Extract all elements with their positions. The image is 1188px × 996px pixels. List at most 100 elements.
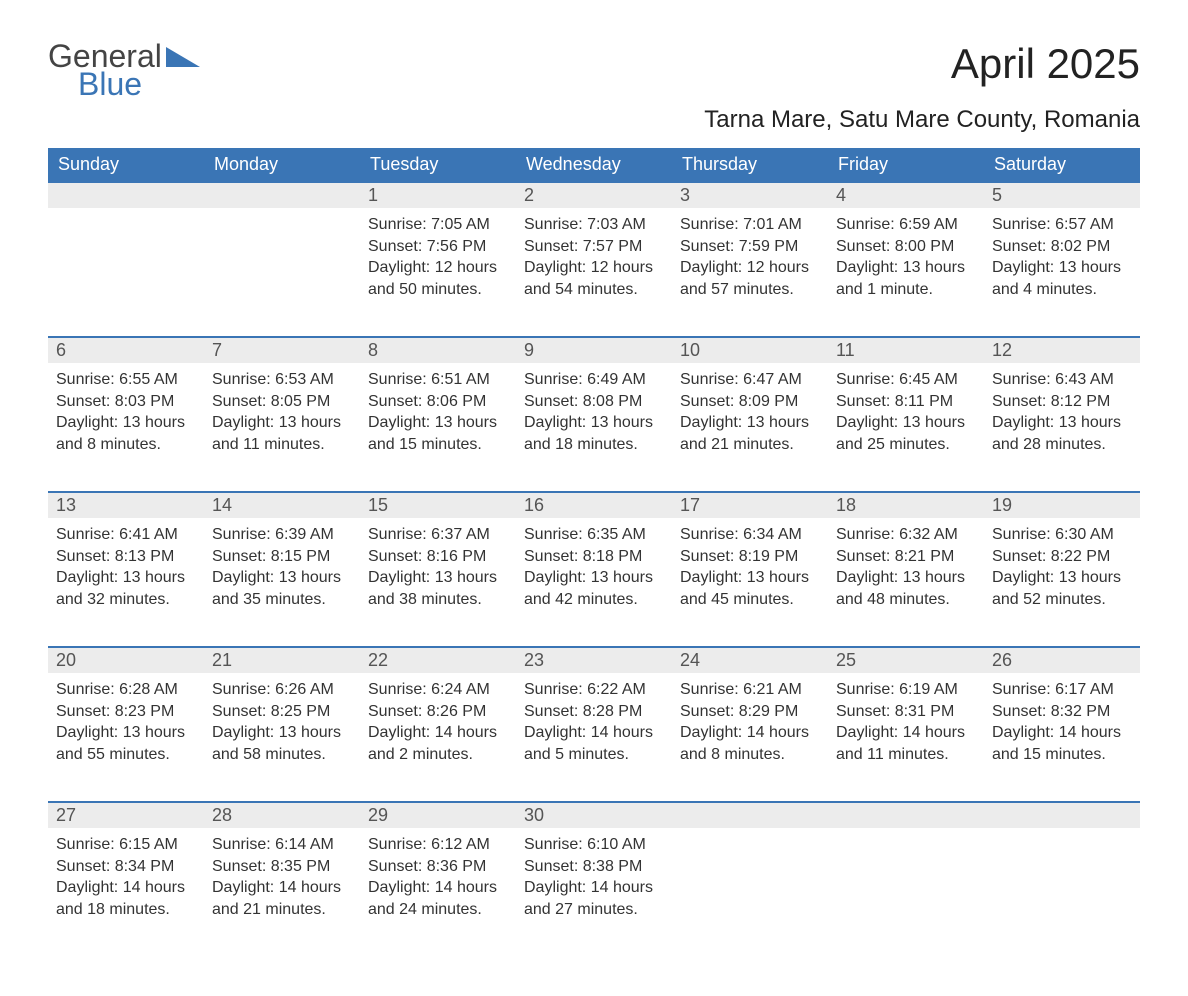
day-cell: Sunrise: 6:45 AMSunset: 8:11 PMDaylight:… <box>828 363 984 471</box>
daylight-line: Daylight: 14 hours and 24 minutes. <box>368 877 508 920</box>
calendar-week-content-row: Sunrise: 6:41 AMSunset: 8:13 PM Daylight:… <box>48 518 1140 646</box>
daylight-line: Daylight: 13 hours and 52 minutes. <box>992 567 1132 610</box>
day-cell: Sunrise: 6:21 AMSunset: 8:29 PMDaylight:… <box>672 673 828 781</box>
sunset-line: Sunset: 7:56 PM <box>368 236 508 258</box>
day-number: 19 <box>984 491 1140 518</box>
sunset-line: Sunset: 8:09 PM <box>680 391 820 413</box>
sunset-line: Sunset: 8:25 PM <box>212 701 352 723</box>
sunset-line: Sunset: 8:31 PM <box>836 701 976 723</box>
calendar-week-daynum-row: 12345 <box>48 181 1140 208</box>
sunrise-line: Sunrise: 6:47 AM <box>680 369 820 391</box>
daylight-line: Daylight: 13 hours and 35 minutes. <box>212 567 352 610</box>
daylight-line: Daylight: 13 hours and 4 minutes. <box>992 257 1132 300</box>
sunrise-line: Sunrise: 6:35 AM <box>524 524 664 546</box>
day-cell: Sunrise: 7:01 AMSunset: 7:59 PMDaylight:… <box>672 208 828 316</box>
day-cell: Sunrise: 6:35 AMSunset: 8:18 PMDaylight:… <box>516 518 672 626</box>
daylight-line: Daylight: 14 hours and 27 minutes. <box>524 877 664 920</box>
sunrise-line: Sunrise: 6:21 AM <box>680 679 820 701</box>
day-number: 6 <box>48 336 204 363</box>
day-number: 7 <box>204 336 360 363</box>
daylight-line: Daylight: 13 hours and 21 minutes. <box>680 412 820 455</box>
day-number: 10 <box>672 336 828 363</box>
sunrise-line: Sunrise: 6:41 AM <box>56 524 196 546</box>
day-cell: Sunrise: 6:22 AMSunset: 8:28 PMDaylight:… <box>516 673 672 781</box>
sunset-line: Sunset: 8:06 PM <box>368 391 508 413</box>
day-cell: Sunrise: 6:15 AMSunset: 8:34 PMDaylight:… <box>48 828 204 936</box>
day-number <box>48 181 204 208</box>
sunrise-line: Sunrise: 6:37 AM <box>368 524 508 546</box>
sunrise-line: Sunrise: 6:15 AM <box>56 834 196 856</box>
day-number: 29 <box>360 801 516 828</box>
sunrise-line: Sunrise: 6:10 AM <box>524 834 664 856</box>
day-number: 4 <box>828 181 984 208</box>
sunset-line: Sunset: 8:21 PM <box>836 546 976 568</box>
sunset-line: Sunset: 8:05 PM <box>212 391 352 413</box>
sunset-line: Sunset: 7:59 PM <box>680 236 820 258</box>
day-number: 17 <box>672 491 828 518</box>
daylight-line: Daylight: 14 hours and 8 minutes. <box>680 722 820 765</box>
day-number: 20 <box>48 646 204 673</box>
weekday-header: Thursday <box>672 148 828 181</box>
sunset-line: Sunset: 8:03 PM <box>56 391 196 413</box>
sunrise-line: Sunrise: 6:39 AM <box>212 524 352 546</box>
sunrise-line: Sunrise: 7:03 AM <box>524 214 664 236</box>
day-number: 13 <box>48 491 204 518</box>
sunrise-line: Sunrise: 6:14 AM <box>212 834 352 856</box>
day-cell: Sunrise: 6:59 AMSunset: 8:00 PMDaylight:… <box>828 208 984 316</box>
sunset-line: Sunset: 8:32 PM <box>992 701 1132 723</box>
day-number: 8 <box>360 336 516 363</box>
day-number: 27 <box>48 801 204 828</box>
day-number: 3 <box>672 181 828 208</box>
day-number: 23 <box>516 646 672 673</box>
weekday-header: Monday <box>204 148 360 181</box>
day-cell: Sunrise: 6:37 AMSunset: 8:16 PMDaylight:… <box>360 518 516 626</box>
calendar-week-content-row: Sunrise: 6:55 AMSunset: 8:03 PMDaylight:… <box>48 363 1140 491</box>
daylight-line: Daylight: 13 hours and 38 minutes. <box>368 567 508 610</box>
sunrise-line: Sunrise: 6:30 AM <box>992 524 1132 546</box>
daylight-line: Daylight: 13 hours and 55 minutes. <box>56 722 196 765</box>
weekday-header: Saturday <box>984 148 1140 181</box>
daylight-line: Daylight: 14 hours and 11 minutes. <box>836 722 976 765</box>
sunrise-line: Sunrise: 6:12 AM <box>368 834 508 856</box>
weekday-header: Friday <box>828 148 984 181</box>
daylight-line: Daylight: 14 hours and 15 minutes. <box>992 722 1132 765</box>
sunset-line: Sunset: 8:13 PM <box>56 546 196 568</box>
day-cell: Sunrise: 6:49 AMSunset: 8:08 PMDaylight:… <box>516 363 672 471</box>
daylight-line: Daylight: 14 hours and 21 minutes. <box>212 877 352 920</box>
sunrise-line: Sunrise: 6:19 AM <box>836 679 976 701</box>
day-number <box>984 801 1140 828</box>
daylight-line: Daylight: 13 hours and 28 minutes. <box>992 412 1132 455</box>
sunrise-line: Sunrise: 6:55 AM <box>56 369 196 391</box>
day-number: 11 <box>828 336 984 363</box>
day-cell: Sunrise: 6:24 AMSunset: 8:26 PMDaylight:… <box>360 673 516 781</box>
sunrise-line: Sunrise: 6:22 AM <box>524 679 664 701</box>
day-cell: Sunrise: 6:14 AMSunset: 8:35 PMDaylight:… <box>204 828 360 936</box>
daylight-line: Daylight: 13 hours and 11 minutes. <box>212 412 352 455</box>
daylight-line: Daylight: 13 hours and 15 minutes. <box>368 412 508 455</box>
sunset-line: Sunset: 8:11 PM <box>836 391 976 413</box>
sunset-line: Sunset: 8:36 PM <box>368 856 508 878</box>
daylight-line: Daylight: 13 hours and 45 minutes. <box>680 567 820 610</box>
weekday-header-row: Sunday Monday Tuesday Wednesday Thursday… <box>48 148 1140 181</box>
sunrise-line: Sunrise: 6:43 AM <box>992 369 1132 391</box>
day-number <box>204 181 360 208</box>
calendar-week-daynum-row: 6789101112 <box>48 336 1140 363</box>
sunset-line: Sunset: 8:35 PM <box>212 856 352 878</box>
sunset-line: Sunset: 8:16 PM <box>368 546 508 568</box>
day-number: 16 <box>516 491 672 518</box>
day-cell: Sunrise: 6:43 AMSunset: 8:12 PMDaylight:… <box>984 363 1140 471</box>
day-cell: Sunrise: 7:05 AMSunset: 7:56 PMDaylight:… <box>360 208 516 316</box>
day-number: 15 <box>360 491 516 518</box>
sunrise-line: Sunrise: 6:28 AM <box>56 679 196 701</box>
sunset-line: Sunset: 7:57 PM <box>524 236 664 258</box>
day-number: 18 <box>828 491 984 518</box>
daylight-line: Daylight: 12 hours and 50 minutes. <box>368 257 508 300</box>
calendar-week-content-row: Sunrise: 6:15 AMSunset: 8:34 PMDaylight:… <box>48 828 1140 956</box>
sunset-line: Sunset: 8:19 PM <box>680 546 820 568</box>
daylight-line: Daylight: 13 hours and 8 minutes. <box>56 412 196 455</box>
day-cell: Sunrise: 6:57 AMSunset: 8:02 PMDaylight:… <box>984 208 1140 316</box>
day-number: 25 <box>828 646 984 673</box>
day-cell: Sunrise: 6:55 AMSunset: 8:03 PMDaylight:… <box>48 363 204 471</box>
calendar-table: Sunday Monday Tuesday Wednesday Thursday… <box>48 148 1140 956</box>
day-cell: Sunrise: 6:39 AMSunset: 8:15 PMDaylight:… <box>204 518 360 626</box>
